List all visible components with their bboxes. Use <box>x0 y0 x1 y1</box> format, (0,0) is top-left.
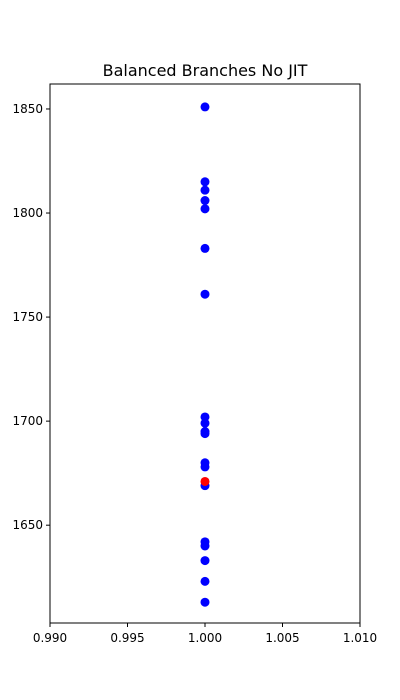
data-point <box>200 597 210 607</box>
data-point <box>200 418 210 428</box>
data-point <box>200 102 210 112</box>
points-layer <box>200 102 210 607</box>
data-point <box>200 541 210 551</box>
data-point <box>200 556 210 566</box>
y-tick-label: 1750 <box>12 310 43 324</box>
data-point <box>200 429 210 439</box>
plot-frame <box>49 83 361 624</box>
highlight-point <box>200 476 210 486</box>
x-tick-label: 0.995 <box>110 631 144 645</box>
data-point <box>200 576 210 586</box>
data-point <box>200 462 210 472</box>
y-tick-label: 1850 <box>12 102 43 116</box>
y-tick-label: 1700 <box>12 414 43 428</box>
x-tick-label: 1.010 <box>343 631 377 645</box>
data-point <box>200 177 210 187</box>
chart-title: Balanced Branches No JIT <box>103 61 308 80</box>
y-tick-label: 1650 <box>12 518 43 532</box>
data-point <box>200 204 210 214</box>
data-point <box>200 412 210 422</box>
data-point <box>200 185 210 195</box>
y-tick-label: 1800 <box>12 206 43 220</box>
data-point <box>200 196 210 206</box>
x-tick-label: 0.990 <box>33 631 67 645</box>
data-point <box>200 243 210 253</box>
x-tick-label: 1.005 <box>265 631 299 645</box>
data-point <box>200 289 210 299</box>
x-tick-label: 1.000 <box>188 631 222 645</box>
axes-layer: 0.990 0.995 1.000 1.005 1.010 1650 1700 1750 180… <box>12 102 377 645</box>
